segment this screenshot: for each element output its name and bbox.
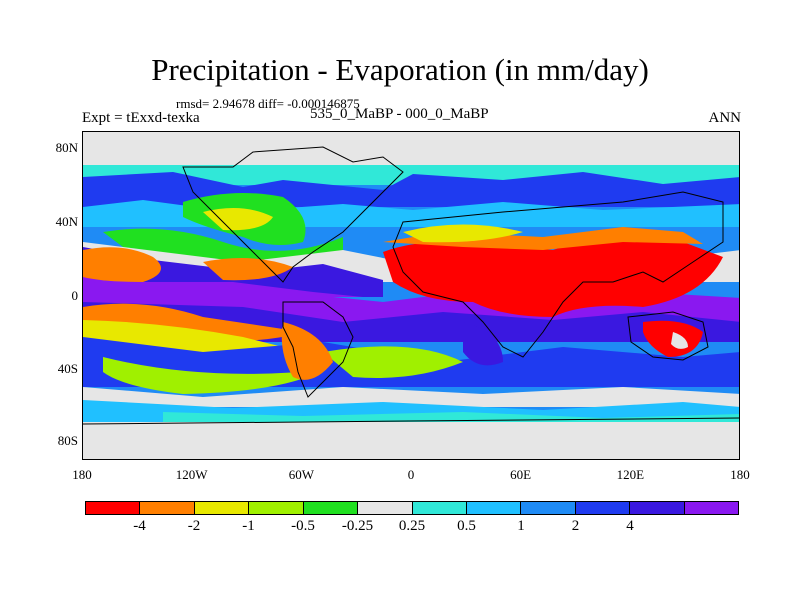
colorbar-box (140, 502, 195, 514)
map-title: Precipitation - Evaporation (in mm/day) (151, 52, 649, 87)
colorbar-box (521, 502, 576, 514)
antarctic-region (83, 422, 739, 459)
outline-australia (627, 311, 709, 361)
colorbar-box (358, 502, 413, 514)
outline-south-america (282, 301, 354, 398)
colorbar-box (303, 502, 359, 514)
dry-region-africa-asia (383, 238, 723, 317)
colorbar-box (630, 502, 685, 514)
lon-tick-label: 60E (510, 467, 532, 482)
colorbar-label: 4 (626, 518, 634, 534)
colorbar-label: 0.5 (457, 518, 476, 534)
season-label: ANN (708, 110, 742, 126)
lon-tick-label: 0 (407, 467, 415, 482)
colorbar-label: -0.5 (291, 518, 315, 534)
colorbar-label: -0.25 (341, 518, 374, 534)
experiment-subtitle: 535_0_MaBP - 000_0_MaBP (310, 106, 489, 122)
colorbar-box (412, 502, 467, 514)
colorbar-box (684, 502, 739, 514)
lon-tick-label: 60W (288, 467, 314, 482)
lat-tick-label: 80S (57, 433, 78, 448)
outline-eurasia-africa (392, 191, 724, 358)
colorbar-box (86, 502, 141, 514)
colorbar-box (249, 502, 304, 514)
lat-tick-label: 0 (71, 288, 79, 303)
lon-tick-label: 180 (730, 467, 750, 482)
precip-evap-map (82, 131, 740, 460)
lat-tick-label: 40S (57, 361, 78, 376)
colorbar (85, 501, 739, 515)
arctic-region (83, 132, 739, 165)
colorbar-label: -2 (187, 518, 201, 534)
lat-tick-label: 40N (55, 214, 78, 229)
colorbar-box (575, 502, 631, 514)
lon-tick-label: 120W (175, 467, 208, 482)
experiment-label: Expt = tExxd-texka (82, 110, 200, 126)
colorbar-label: -4 (133, 518, 146, 534)
colorbar-box (466, 502, 522, 514)
outline-antarctica (83, 417, 739, 425)
colorbar-label: 0.25 (398, 518, 426, 534)
colorbar-box (194, 502, 250, 514)
colorbar-label: 1 (517, 518, 525, 534)
colorbar-label: 2 (571, 518, 580, 534)
outline-north-america (182, 146, 404, 283)
rmsd-stats: rmsd= 2.94678 diff= -0.000146875 (176, 96, 360, 111)
lon-tick-label: 120E (616, 467, 645, 482)
lat-tick-label: 80N (55, 140, 78, 155)
colorbar-label: -1 (242, 518, 255, 534)
lon-tick-label: 180 (72, 467, 92, 482)
